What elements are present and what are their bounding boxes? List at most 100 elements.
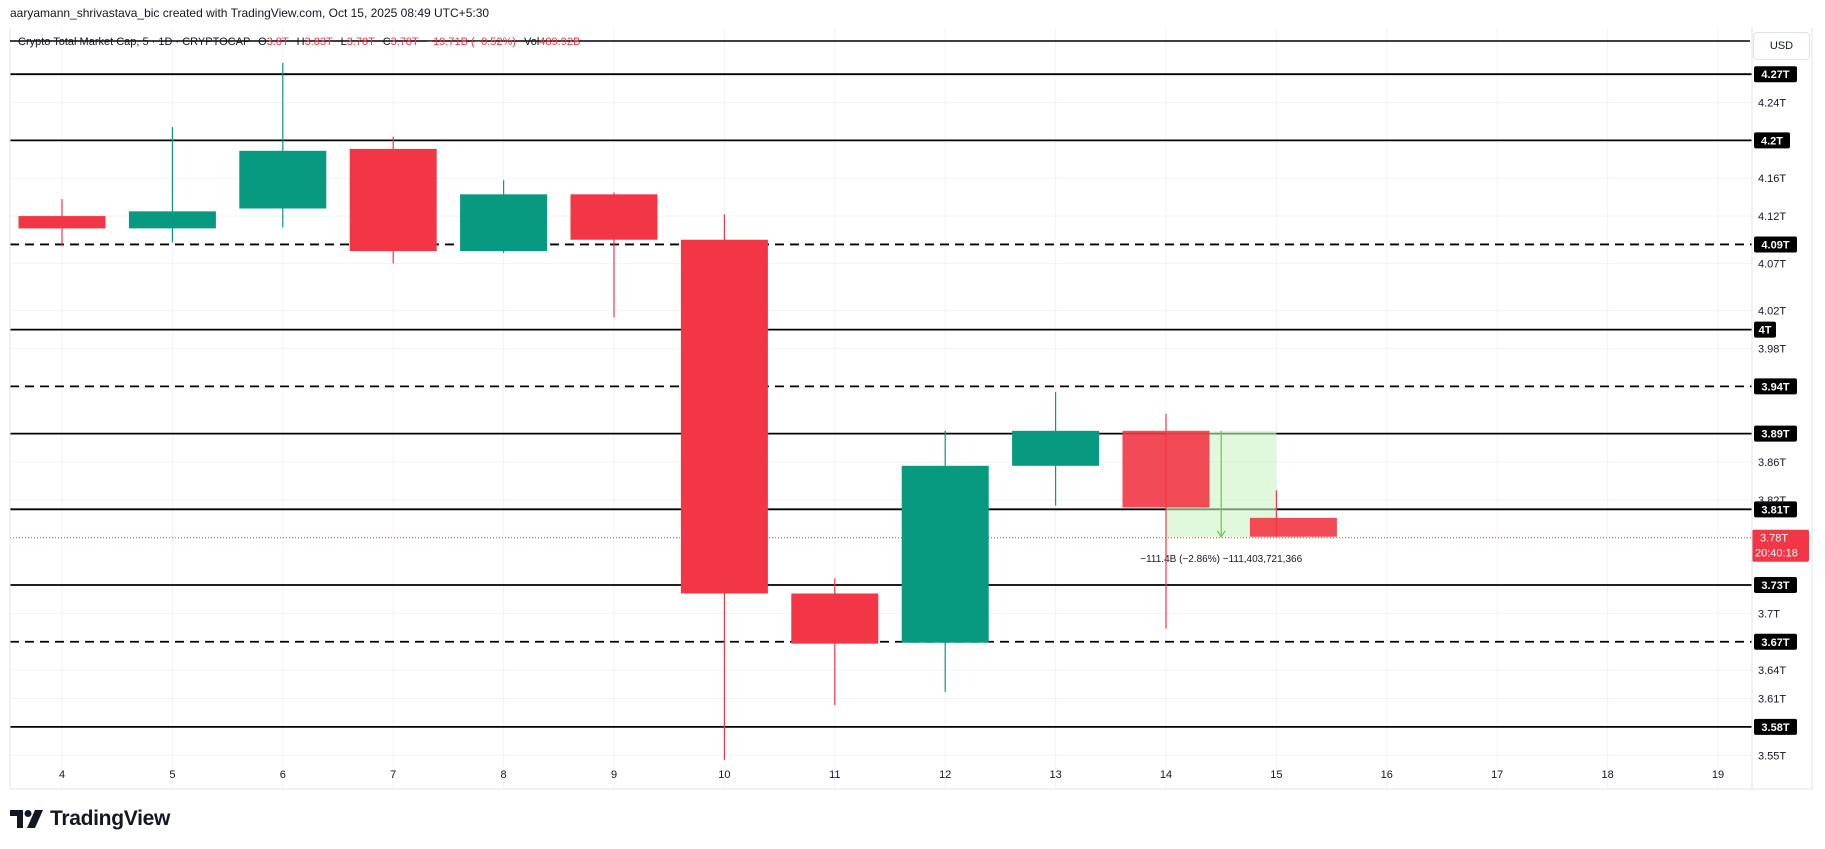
level-price-label-text: 3.58T [1761,722,1789,734]
y-tick-label: 3.55T [1758,750,1786,762]
legend-close-value: 3.78T [391,36,419,48]
candle-body [791,593,879,644]
x-tick-label: 15 [1270,769,1282,781]
candle[interactable] [460,180,548,253]
level-price-label-text: 4.27T [1761,69,1789,81]
level-price-label [1754,66,1797,83]
level-price-label [1754,633,1797,650]
level-price-label [1754,321,1776,338]
level-price-label [1754,501,1797,518]
candle[interactable] [1012,392,1100,506]
current-price-label [1752,529,1809,562]
legend-close-label: C [383,36,391,48]
candle[interactable] [1122,413,1210,629]
level-price-label [1754,718,1797,735]
candle[interactable] [680,214,768,760]
measure-label: −111.4B (−2.86%) −111,403,721,366 [1140,554,1302,565]
legend-open-label: O [258,36,267,48]
candle[interactable] [349,136,437,264]
measure-arrow-head [1216,530,1226,538]
legend-high-label: H [297,36,305,48]
currency-button[interactable]: USD [1753,32,1810,60]
x-tick-label: 9 [611,769,617,781]
legend-high-value: 3.83T [305,36,333,48]
candle-body [570,194,658,240]
tradingview-logo-icon [10,810,43,828]
level-price-label [1754,236,1797,253]
level-price-label [1754,577,1797,593]
x-tick-label: 17 [1491,769,1503,781]
level-price-label-text: 3.89T [1761,429,1789,441]
legend-low-value: 3.78T [347,36,375,48]
tradingview-logo[interactable]: TradingView [10,807,170,831]
tradingview-logo-text: TradingView [50,807,171,830]
y-tick-label: 4.12T [1758,211,1786,223]
x-tick-label: 5 [169,769,175,781]
candle[interactable] [18,199,106,247]
x-tick-label: 18 [1601,769,1613,781]
x-tick-label: 8 [501,769,507,781]
level-price-label-text: 4.2T [1761,135,1783,147]
candle-body [901,465,989,643]
x-tick-label: 7 [390,769,396,781]
level-price-label [1754,425,1797,442]
x-tick-label: 13 [1049,769,1061,781]
level-price-label-text: 3.81T [1761,504,1789,516]
x-tick-label: 14 [1160,769,1172,781]
level-price-label-text: 4T [1759,325,1772,337]
x-tick-label: 4 [59,769,65,781]
y-tick-label: 4.02T [1758,306,1786,318]
current-price-countdown: 20:40:18 [1755,548,1798,560]
candle[interactable] [1249,490,1337,537]
candle-body [128,211,216,229]
candle[interactable] [128,127,216,243]
y-tick-label: 4.07T [1758,258,1786,270]
level-price-label [1754,132,1790,149]
y-tick-label: 3.98T [1758,344,1786,356]
candle-body [349,148,437,252]
legend-vol-label: Vol [524,36,539,48]
candle-body [460,194,548,252]
grid [10,28,1752,788]
y-tick-label: 4.16T [1758,173,1786,185]
y-tick-label: 3.86T [1758,457,1786,469]
x-tick-label: 12 [939,769,951,781]
candle[interactable] [901,430,989,692]
y-tick-label: 3.64T [1758,665,1786,677]
y-tick-label: 3.7T [1758,608,1780,620]
x-tick-label: 6 [280,769,286,781]
legend-vol-value: 489.92B [539,36,580,48]
level-price-label-text: 3.94T [1761,381,1789,393]
candle[interactable] [239,62,327,228]
horizontal-levels[interactable]: 4.27T 4.2T 4.09T 4T 3.94T 3.89T 3.81T 3.73T 3.67… [10,66,1809,735]
legend-symbol: Crypto Total Market Cap, 5 · 1D · CRYPTO… [18,36,250,48]
x-tick-label: 16 [1381,769,1393,781]
candles[interactable] [18,62,1337,760]
legend-low-label: L [341,36,347,48]
level-price-label [1754,378,1797,395]
candle-body [1249,517,1337,537]
candle-body [680,239,768,594]
level-price-label-text: 4.09T [1761,239,1789,251]
x-tick-label: 19 [1712,769,1724,781]
candle-body [1012,430,1100,466]
legend-change: −19.71B (−0.52%) [427,36,516,48]
level-price-label-text: 3.67T [1761,637,1789,649]
candle-body [239,150,327,209]
symbol-legend: Crypto Total Market Cap, 5 · 1D · CRYPTO… [10,36,1750,48]
x-tick-label: 11 [829,769,840,781]
x-tick-label: 10 [718,769,730,781]
candle-body [18,216,106,229]
current-price-label-text: 3.78T [1760,533,1788,545]
y-tick-label: 4.24T [1758,98,1786,110]
y-tick-label: 3.82T [1758,495,1786,507]
axes: 4 5 6 7 8 9 10 11 12 13 14 15 16 17 18 19 4.24T 4.16T 4.12… [9,28,1813,790]
candle[interactable] [791,578,879,706]
svg-text:Crypto Total Market Cap, 5 · 1: Crypto Total Market Cap, 5 · 1D · CRYPTO… [18,36,580,48]
candle[interactable] [570,192,658,318]
chart-attribution: aaryamann_shrivastava_bic created with T… [10,6,490,20]
y-tick-label: 3.61T [1758,694,1786,706]
legend-open-value: 3.8T [267,36,289,48]
candle-body [1122,430,1210,508]
